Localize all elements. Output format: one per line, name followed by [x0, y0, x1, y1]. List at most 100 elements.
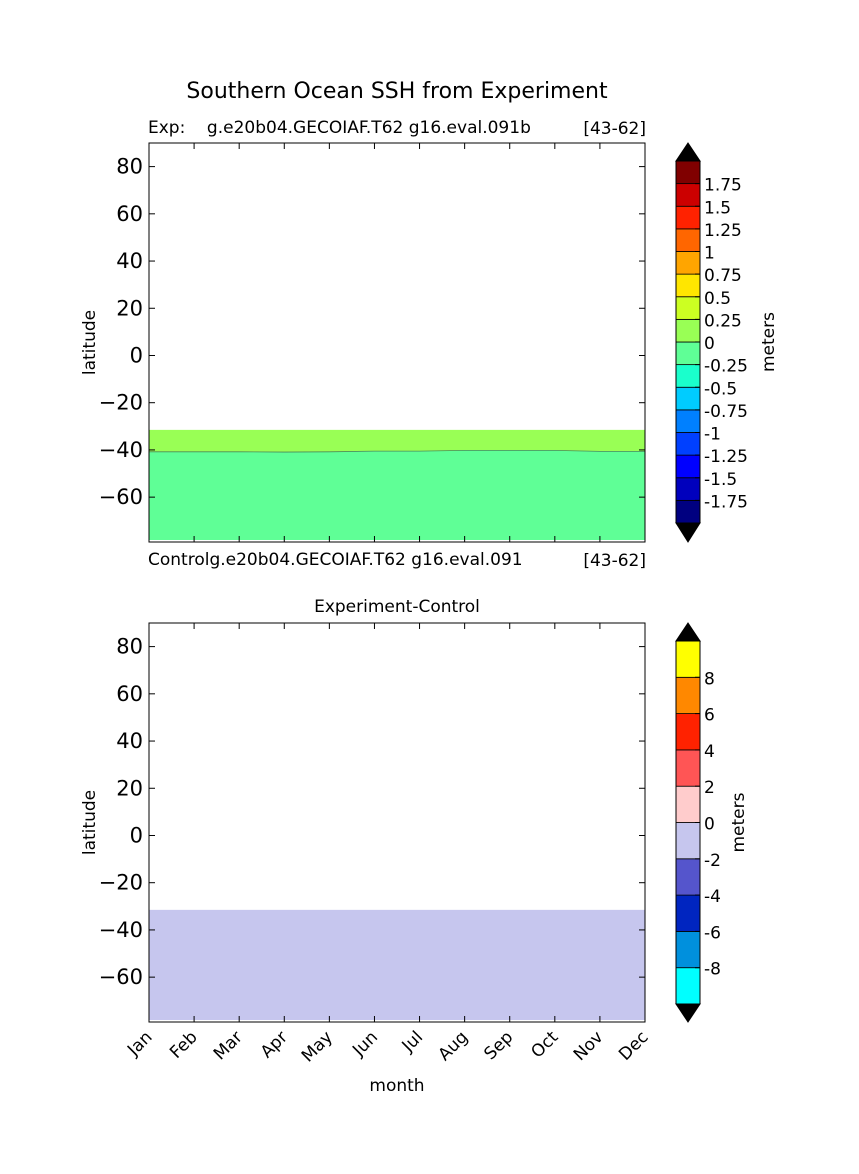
colorbar-tick-label: 6 — [704, 706, 715, 726]
colorbar-swatch — [675, 713, 701, 751]
y-tick-label: −20 — [99, 391, 143, 415]
colorbar-extend-min — [675, 1003, 701, 1023]
colorbar-swatch — [675, 676, 701, 714]
colorbar-swatch — [675, 296, 701, 320]
y-tick-label: 60 — [116, 682, 143, 706]
difference-colorbar: -8 -6 -4 -2 0 2 4 6 8 meters — [675, 622, 749, 1023]
y-tick-label: −20 — [99, 871, 143, 895]
x-axis-label: month — [369, 1076, 424, 1096]
colorbar-tick-label: 1.25 — [704, 221, 742, 241]
colorbar-tick-label: -1.25 — [704, 447, 748, 467]
y-tick-label: −40 — [99, 438, 143, 462]
colorbar-swatch — [675, 228, 701, 252]
colorbar-swatch — [675, 318, 701, 343]
y-tick-label: 20 — [116, 776, 143, 800]
colorbar-label: meters — [729, 792, 749, 852]
bottom-panel-year-range: [43-62] — [583, 551, 646, 571]
y-tick-label: 40 — [116, 729, 143, 753]
difference-panel: 80 60 40 20 0 −20 −40 −60 latitude Jan Feb Mar Apr Ma… — [80, 622, 653, 1066]
colorbar-swatch — [675, 341, 701, 366]
y-axis-label: latitude — [80, 790, 100, 855]
colorbar-swatch — [675, 205, 701, 230]
x-tick-label: Jan — [123, 1027, 156, 1060]
axes-frame — [148, 142, 646, 543]
colorbar-swatch — [675, 477, 701, 501]
colorbar-tick-label: 0 — [704, 334, 715, 354]
colorbar-tick-label: -2 — [704, 851, 721, 871]
colorbar-swatch — [675, 749, 701, 787]
x-tick-label: Oct — [527, 1027, 562, 1062]
y-tick-label: 60 — [116, 202, 143, 226]
experiment-panel: 80 60 40 20 0 −20 −40 −60 latitude — [80, 142, 646, 543]
y-tick-label: 0 — [130, 343, 143, 367]
contour-band-upper — [149, 429, 645, 453]
y-tick-label: −60 — [99, 485, 143, 509]
colorbar-tick-label: -1.75 — [704, 492, 748, 512]
colorbar-swatch — [675, 251, 701, 275]
figure-title: Southern Ocean SSH from Experiment — [186, 79, 608, 104]
colorbar-swatch — [675, 931, 701, 969]
control-label: Controlg.e20b04.GECOIAF.T62 g16.eval.091 — [148, 550, 523, 570]
colorbar-swatch — [675, 640, 701, 678]
colorbar-tick-label: 8 — [704, 669, 715, 689]
x-tick-label: May — [298, 1027, 337, 1066]
y-tick-label: 40 — [116, 249, 143, 273]
x-tick-label: Feb — [166, 1027, 201, 1062]
colorbar-tick-label: -0.75 — [704, 402, 748, 422]
colorbar-tick-label: 4 — [704, 742, 715, 762]
y-tick-label: −40 — [99, 918, 143, 942]
colorbar-swatch — [675, 364, 701, 388]
colorbar-tick-label: 1.5 — [704, 198, 731, 218]
colorbar-swatch — [675, 160, 701, 185]
contour-line-zero — [149, 449, 645, 453]
colorbar-tick-label: -6 — [704, 923, 721, 943]
colorbar-swatch — [675, 785, 701, 823]
colorbar-tick-label: 0.25 — [704, 311, 742, 331]
colorbar-tick-label: 1 — [704, 244, 715, 264]
colorbar-extend-max — [675, 622, 701, 642]
colorbar-swatch — [675, 409, 701, 433]
colorbar-tick-label: 0.5 — [704, 289, 731, 309]
x-tick-label: Apr — [257, 1027, 292, 1062]
colorbar-tick-label: -4 — [704, 887, 721, 907]
axes-frame — [148, 622, 646, 1023]
colorbar-swatch — [675, 183, 701, 207]
colorbar-label: meters — [759, 312, 779, 372]
colorbar-tick-label: 0.75 — [704, 266, 742, 286]
y-tick-label: 80 — [116, 155, 143, 179]
contour-band-lower — [149, 450, 645, 540]
x-tick-label: Jun — [348, 1027, 382, 1061]
y-tick-label: 0 — [130, 823, 143, 847]
y-tick-label: 80 — [116, 635, 143, 659]
top-panel-experiment-label: Exp: g.e20b04.GECOIAF.T62 g16.eval.091b — [148, 118, 531, 138]
y-tick-label: −60 — [99, 965, 143, 989]
colorbar-tick-label: 0 — [704, 815, 715, 835]
y-tick-label: 20 — [116, 296, 143, 320]
colorbar-swatch — [675, 499, 701, 524]
colorbar-swatch — [675, 386, 701, 411]
x-tick-label: Nov — [570, 1027, 608, 1065]
colorbar-swatch — [675, 894, 701, 932]
colorbar-extend-max — [675, 142, 701, 162]
experiment-colorbar: -1.75-1.5 -1.25-1 -0.75 -0.5-0.25 0 0.250.5 0.… — [675, 142, 779, 543]
colorbar-swatch — [675, 822, 701, 860]
difference-panel-title: Experiment-Control — [314, 597, 480, 617]
x-tick-label: Mar — [210, 1027, 247, 1064]
colorbar-extend-min — [675, 522, 701, 543]
colorbar-tick-label: -0.5 — [704, 379, 737, 399]
colorbar-swatch — [675, 273, 701, 298]
difference-fill — [149, 909, 645, 1020]
colorbar-swatch — [675, 967, 701, 1005]
colorbar-tick-label: 2 — [704, 778, 715, 798]
colorbar-tick-label: -8 — [704, 960, 721, 980]
colorbar-tick-label: -1.5 — [704, 470, 737, 490]
colorbar-tick-label: 1.75 — [704, 176, 742, 196]
colorbar-swatch — [675, 454, 701, 479]
x-tick-label: Jul — [398, 1027, 427, 1056]
x-tick-label: Sep — [480, 1027, 517, 1064]
colorbar-tick-label: -0.25 — [704, 357, 748, 377]
y-axis-label: latitude — [80, 310, 100, 375]
colorbar-swatch — [675, 858, 701, 896]
colorbar-swatch — [675, 432, 701, 456]
